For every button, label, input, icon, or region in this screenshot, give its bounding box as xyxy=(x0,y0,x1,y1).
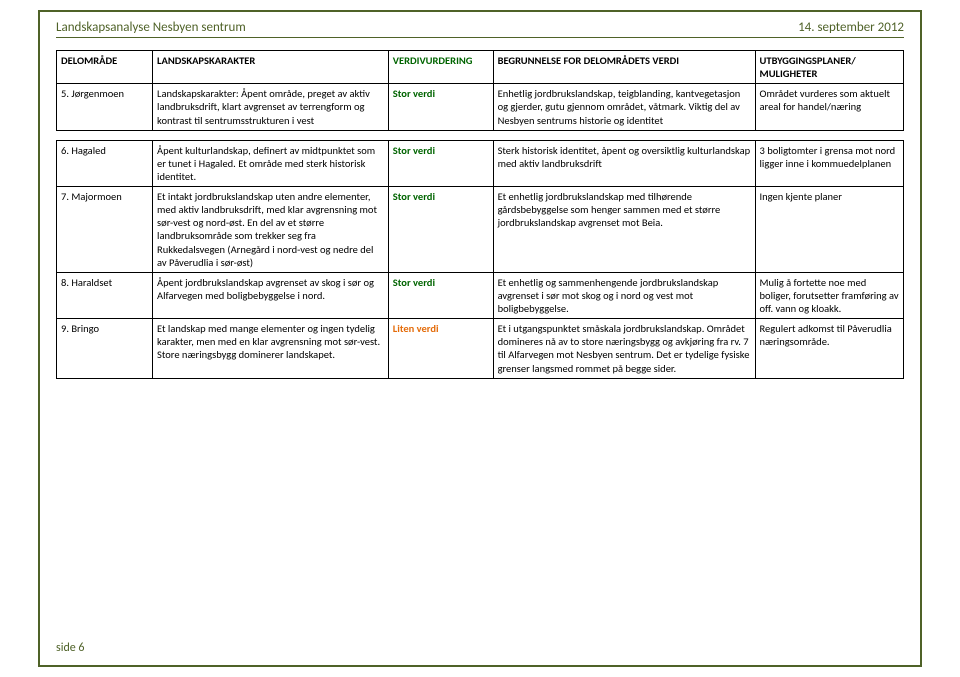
col-utbygging: UTBYGGINGSPLANER/ MULIGHETER xyxy=(755,51,903,84)
cell-c: Stor verdi xyxy=(388,140,493,186)
table-body-group1: 5. JørgenmoenLandskapskarakter: Åpent om… xyxy=(57,84,904,130)
cell-e: Regulert adkomst til Påverudlia næringso… xyxy=(755,319,903,379)
page-header: Landskapsanalyse Nesbyen sentrum 14. sep… xyxy=(56,20,904,38)
cell-d: Et enhetlig jordbrukslandskap med tilhør… xyxy=(493,187,755,273)
cell-d: Sterk historisk identitet, åpent og over… xyxy=(493,140,755,186)
table-header-row: DELOMRÅDE LANDSKAPSKARAKTER VERDIVURDERI… xyxy=(57,51,904,84)
header-left: Landskapsanalyse Nesbyen sentrum xyxy=(56,20,246,35)
table-row: 8. HaraldsetÅpent jordbrukslandskap avgr… xyxy=(57,272,904,318)
cell-b: Et landskap med mange elementer og ingen… xyxy=(153,319,389,379)
cell-d: Et i utgangspunktet småskala jordbruksla… xyxy=(493,319,755,379)
cell-c: Stor verdi xyxy=(388,187,493,273)
table-row: 6. HagaledÅpent kulturlandskap, definert… xyxy=(57,140,904,186)
cell-a: 6. Hagaled xyxy=(57,140,153,186)
col-karakter: LANDSKAPSKARAKTER xyxy=(153,51,389,84)
cell-d: Enhetlig jordbrukslandskap, teigblanding… xyxy=(493,84,755,130)
cell-a: 7. Majormoen xyxy=(57,187,153,273)
cell-e: Ingen kjente planer xyxy=(755,187,903,273)
cell-a: 5. Jørgenmoen xyxy=(57,84,153,130)
cell-b: Åpent kulturlandskap, definert av midtpu… xyxy=(153,140,389,186)
table-body-group2: 6. HagaledÅpent kulturlandskap, definert… xyxy=(57,130,904,378)
cell-e: Mulig å fortette noe med boliger, foruts… xyxy=(755,272,903,318)
table-row: 9. BringoEt landskap med mange elementer… xyxy=(57,319,904,379)
landscape-table: DELOMRÅDE LANDSKAPSKARAKTER VERDIVURDERI… xyxy=(56,50,904,379)
cell-d: Et enhetlig og sammenhengende jordbruksl… xyxy=(493,272,755,318)
cell-c: Liten verdi xyxy=(388,319,493,379)
cell-b: Landskapskarakter: Åpent område, preget … xyxy=(153,84,389,130)
cell-c: Stor verdi xyxy=(388,84,493,130)
cell-c: Stor verdi xyxy=(388,272,493,318)
header-right: 14. september 2012 xyxy=(798,20,904,35)
table-row: 7. MajormoenEt intakt jordbrukslandskap … xyxy=(57,187,904,273)
table-row: 5. JørgenmoenLandskapskarakter: Åpent om… xyxy=(57,84,904,130)
col-begrunnelse: BEGRUNNELSE FOR DELOMRÅDETS VERDI xyxy=(493,51,755,84)
col-verdivurdering: VERDIVURDERING xyxy=(388,51,493,84)
document-frame: Landskapsanalyse Nesbyen sentrum 14. sep… xyxy=(38,10,922,667)
cell-a: 8. Haraldset xyxy=(57,272,153,318)
cell-a: 9. Bringo xyxy=(57,319,153,379)
cell-e: Området vurderes som aktuelt areal for h… xyxy=(755,84,903,130)
col-delomrade: DELOMRÅDE xyxy=(57,51,153,84)
cell-b: Et intakt jordbrukslandskap uten andre e… xyxy=(153,187,389,273)
cell-b: Åpent jordbrukslandskap avgrenset av sko… xyxy=(153,272,389,318)
cell-e: 3 boligtomter i grensa mot nord ligger i… xyxy=(755,140,903,186)
page-footer: side 6 xyxy=(56,641,85,655)
